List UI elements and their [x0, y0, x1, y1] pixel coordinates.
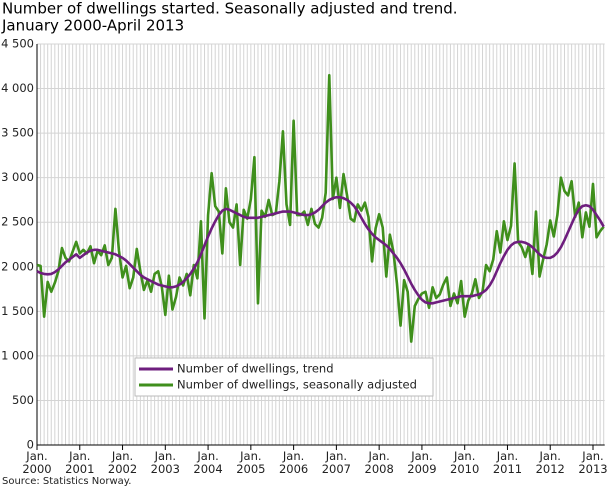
y-tick-label: 4 000: [1, 81, 34, 95]
y-tick-label: 1 000: [1, 348, 34, 362]
y-tick-label: 500: [12, 393, 34, 407]
source: Source: Statistics Norway.: [2, 476, 131, 487]
legend-box: [134, 357, 434, 397]
chart-title: Number of dwellings started. Seasonally …: [2, 0, 458, 18]
x-tick-label: Jan. 2000: [22, 449, 51, 476]
x-tick-label: Jan. 2001: [65, 449, 94, 476]
x-tick-label: Jan. 2004: [193, 449, 222, 476]
y-tick-label: 2 500: [1, 215, 34, 229]
x-tick-label: Jan. 2008: [365, 449, 394, 476]
x-tick-label: Jan. 2009: [407, 449, 436, 476]
x-tick-label: Jan. 2005: [236, 449, 265, 476]
x-tick-label: Jan. 2010: [450, 449, 479, 476]
y-tick-label: 0: [27, 438, 34, 452]
x-tick-label: Jan. 2012: [536, 449, 565, 476]
legend-label: Number of dwellings, seasonally adjusted: [177, 378, 417, 392]
x-tick-label: Jan. 2002: [108, 449, 137, 476]
chart-subtitle: January 2000-April 2013: [1, 17, 184, 35]
y-tick-label: 4 500: [1, 37, 34, 51]
series-line: [36, 195, 605, 305]
x-tick-label: Jan. 2013: [578, 449, 607, 476]
y-tick-label: 3 000: [1, 170, 34, 184]
series-line: [36, 73, 605, 343]
y-tick-label: 1 500: [1, 304, 34, 318]
x-tick-label: Jan. 2011: [493, 449, 522, 476]
y-tick-label: 2 000: [1, 259, 34, 273]
x-tick-label: Jan. 2006: [279, 449, 308, 476]
x-tick-label: Jan. 2007: [322, 449, 351, 476]
legend-label: Number of dwellings, trend: [177, 362, 334, 376]
x-tick-label: Jan. 2003: [151, 449, 180, 476]
y-tick-label: 3 500: [1, 126, 34, 140]
